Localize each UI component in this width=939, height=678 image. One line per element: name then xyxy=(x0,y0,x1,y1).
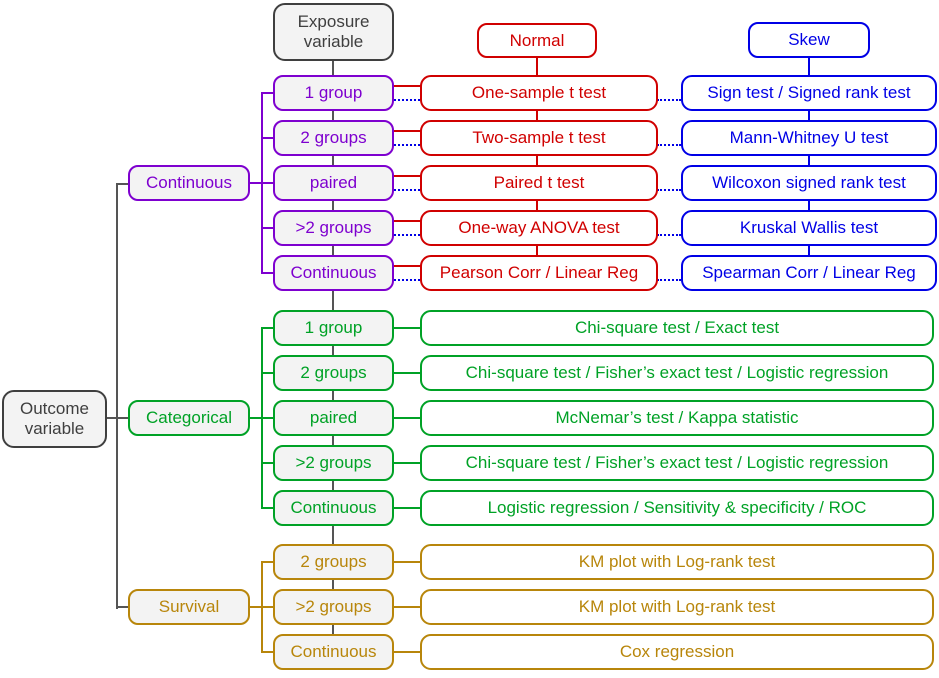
normal-node: Normal xyxy=(477,23,597,58)
connector-line xyxy=(393,175,421,177)
connector-line xyxy=(393,606,421,608)
connector-line xyxy=(536,58,538,268)
group-node: >2 groups xyxy=(273,589,394,625)
connector-line xyxy=(393,651,421,653)
connector-line xyxy=(332,61,334,646)
dotted-connector-line xyxy=(394,99,420,101)
skew-test-node: Kruskal Wallis test xyxy=(681,210,937,246)
dotted-connector-line xyxy=(657,234,681,236)
dotted-connector-line xyxy=(394,234,420,236)
test-node: Cox regression xyxy=(420,634,934,670)
connector-line xyxy=(261,507,274,509)
connector-line xyxy=(393,507,421,509)
test-node: Chi-square test / Exact test xyxy=(420,310,934,346)
connector-line xyxy=(393,327,421,329)
group-node: paired xyxy=(273,165,394,201)
normal-test-node: Two-sample t test xyxy=(420,120,658,156)
outcome-variable-node: Outcome variable xyxy=(2,390,107,448)
connector-line xyxy=(393,417,421,419)
group-node: Continuous xyxy=(273,255,394,291)
dotted-connector-line xyxy=(657,279,681,281)
connector-line xyxy=(249,182,262,184)
connector-line xyxy=(393,85,421,87)
connector-line xyxy=(808,57,810,268)
skew-test-node: Mann-Whitney U test xyxy=(681,120,937,156)
connector-line xyxy=(261,561,274,563)
skew-test-node: Wilcoxon signed rank test xyxy=(681,165,937,201)
test-node: Chi-square test / Fisher’s exact test / … xyxy=(420,355,934,391)
group-node: 1 group xyxy=(273,75,394,111)
connector-line xyxy=(393,265,421,267)
connector-line xyxy=(106,417,129,419)
connector-line xyxy=(249,417,262,419)
connector-line xyxy=(261,272,274,274)
connector-line xyxy=(261,417,274,419)
branch-survival-node: Survival xyxy=(128,589,250,625)
connector-line xyxy=(261,462,274,464)
connector-line xyxy=(116,606,129,608)
skew-test-node: Sign test / Signed rank test xyxy=(681,75,937,111)
connector-line xyxy=(261,327,274,329)
group-node: Continuous xyxy=(273,490,394,526)
normal-test-node: Pearson Corr / Linear Reg xyxy=(420,255,658,291)
dotted-connector-line xyxy=(394,189,420,191)
dotted-connector-line xyxy=(394,279,420,281)
test-node: Logistic regression / Sensitivity & spec… xyxy=(420,490,934,526)
dotted-connector-line xyxy=(657,99,681,101)
group-node: 2 groups xyxy=(273,544,394,580)
normal-test-node: One-way ANOVA test xyxy=(420,210,658,246)
connector-line xyxy=(393,372,421,374)
group-node: 2 groups xyxy=(273,120,394,156)
group-node: 1 group xyxy=(273,310,394,346)
dotted-connector-line xyxy=(657,189,681,191)
skew-node: Skew xyxy=(748,22,870,58)
connector-line xyxy=(261,137,274,139)
branch-categorical-node: Categorical xyxy=(128,400,250,436)
normal-test-node: One-sample t test xyxy=(420,75,658,111)
dotted-connector-line xyxy=(394,144,420,146)
connector-line xyxy=(116,183,129,185)
group-node: paired xyxy=(273,400,394,436)
test-node: McNemar’s test / Kappa statistic xyxy=(420,400,934,436)
connector-line xyxy=(393,130,421,132)
connector-line xyxy=(393,462,421,464)
exposure-variable-node: Exposure variable xyxy=(273,3,394,61)
group-node: Continuous xyxy=(273,634,394,670)
connector-line xyxy=(261,182,274,184)
connector-line xyxy=(393,220,421,222)
test-node: KM plot with Log-rank test xyxy=(420,544,934,580)
connector-line xyxy=(249,606,262,608)
normal-test-node: Paired t test xyxy=(420,165,658,201)
connector-line xyxy=(261,227,274,229)
test-node: Chi-square test / Fisher’s exact test / … xyxy=(420,445,934,481)
dotted-connector-line xyxy=(657,144,681,146)
branch-continuous-node: Continuous xyxy=(128,165,250,201)
group-node: 2 groups xyxy=(273,355,394,391)
connector-line xyxy=(261,606,274,608)
group-node: >2 groups xyxy=(273,210,394,246)
group-node: >2 groups xyxy=(273,445,394,481)
connector-line xyxy=(116,183,118,609)
connector-line xyxy=(261,92,274,94)
connector-line xyxy=(261,651,274,653)
skew-test-node: Spearman Corr / Linear Reg xyxy=(681,255,937,291)
connector-line xyxy=(393,561,421,563)
connector-line xyxy=(261,372,274,374)
test-node: KM plot with Log-rank test xyxy=(420,589,934,625)
